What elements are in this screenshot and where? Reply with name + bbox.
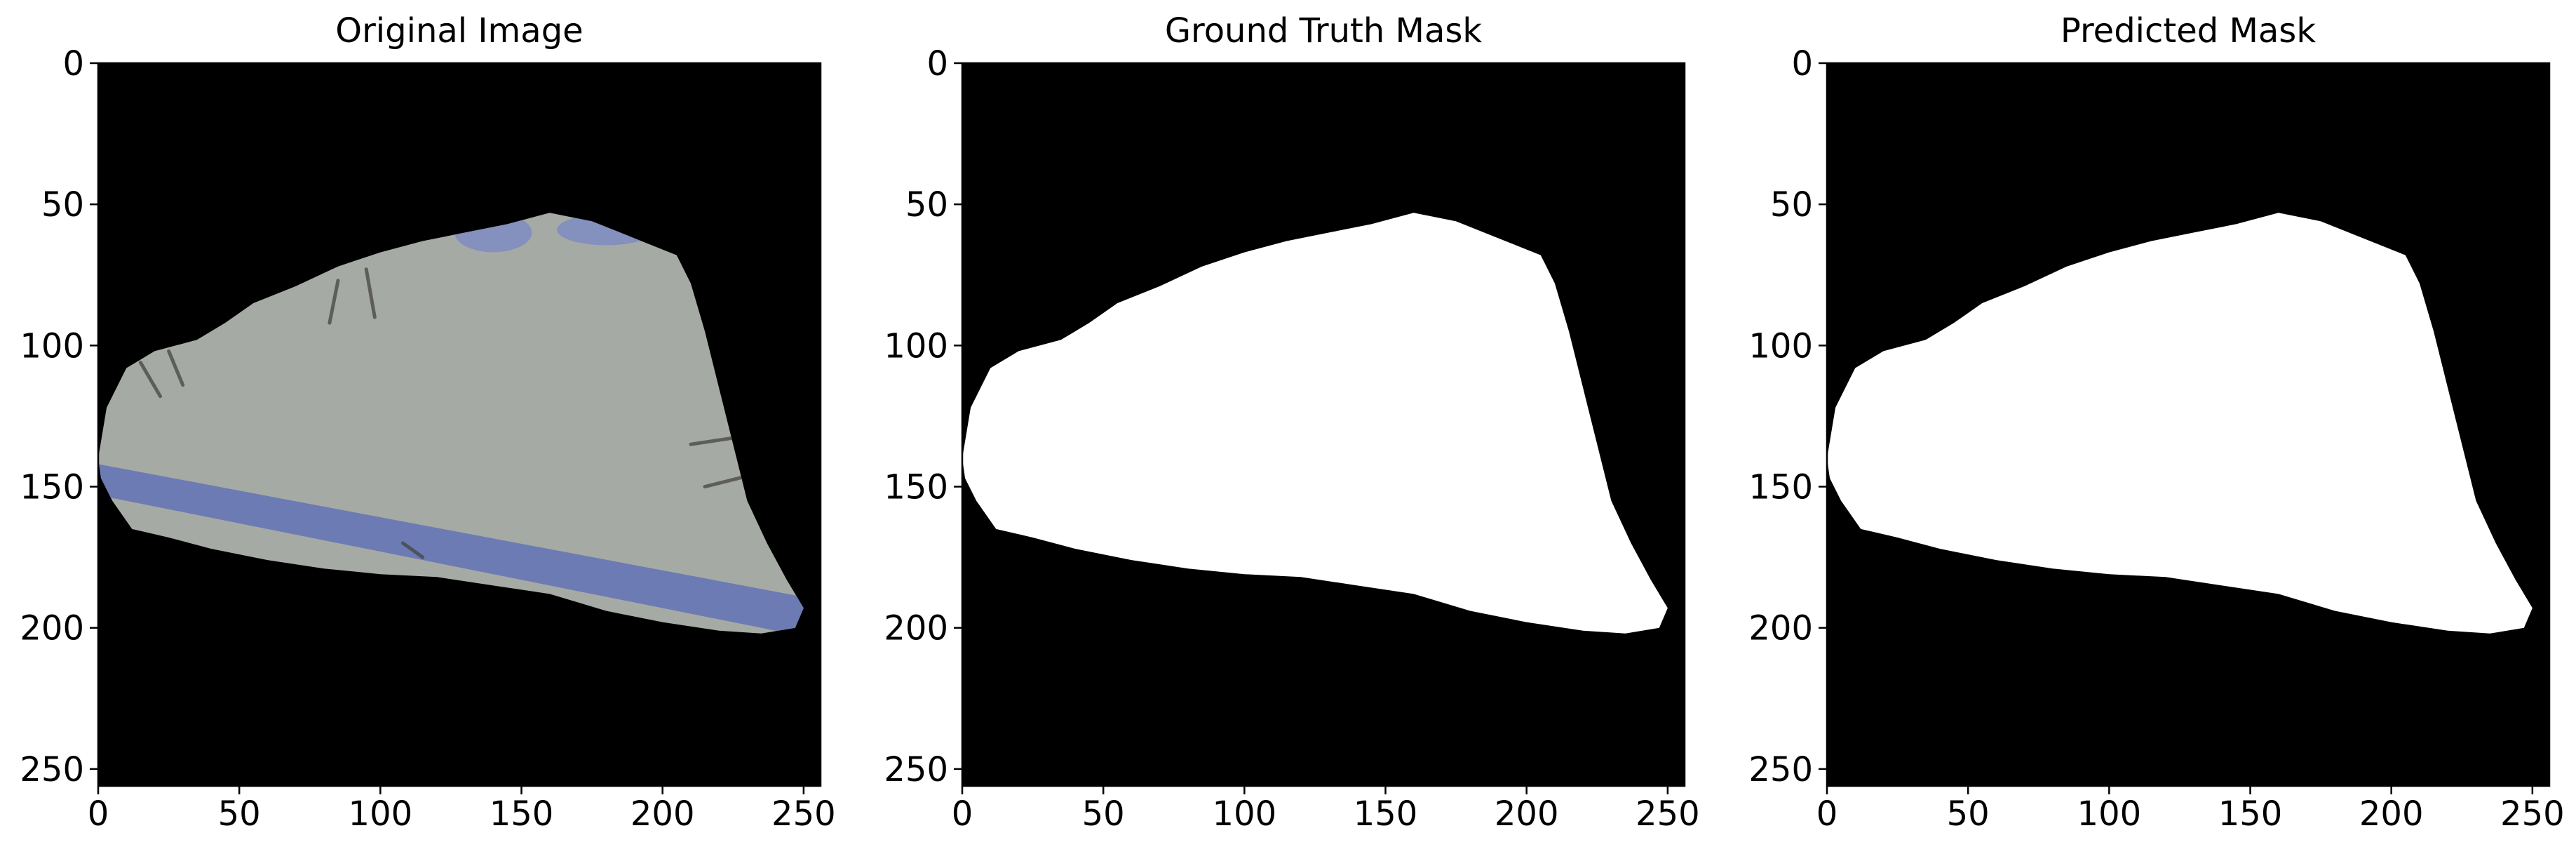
panel-3-xtick-label-50: 50 <box>1947 794 1990 834</box>
panel-1-ytick-label-100: 100 <box>20 326 84 366</box>
panel-3-axes-frame <box>1826 62 2551 787</box>
panel-2-ytick-label-150: 150 <box>884 468 948 507</box>
panel-2-xtick-label-200: 200 <box>1495 794 1559 834</box>
scratch-mark-3 <box>138 360 163 399</box>
scratch-mark-4 <box>167 349 185 387</box>
panel-1-xtick-label-200: 200 <box>630 794 695 834</box>
panel-3-xtick-label-200: 200 <box>2359 794 2424 834</box>
panel-1-xtick-label-0: 0 <box>88 794 109 834</box>
panel-3-xtick-label-100: 100 <box>2077 794 2142 834</box>
panel-2-xtick-label-0: 0 <box>952 794 973 834</box>
panel-3-xtick-label-150: 150 <box>2218 794 2283 834</box>
panel-3-ytick-label-50: 50 <box>1770 185 1813 225</box>
panel-3-ytick-label-250: 250 <box>1748 750 1813 789</box>
panel-1-xtick-label-250: 250 <box>771 794 836 834</box>
panel-1-xtick-label-150: 150 <box>490 794 554 834</box>
panel-2-axes-frame <box>961 62 1686 787</box>
panel-1-ytick-label-200: 200 <box>20 609 84 648</box>
panel-3-title: Predicted Mask <box>2061 11 2316 51</box>
panel-1-ytick-label-150: 150 <box>20 468 84 507</box>
panel-1-ytick-label-50: 50 <box>41 185 84 225</box>
panel-2-title: Ground Truth Mask <box>1165 11 1483 51</box>
panel-1-title: Original Image <box>335 11 583 51</box>
panel-2-ytick-label-250: 250 <box>884 750 948 789</box>
scratch-mark-2 <box>364 267 377 319</box>
panel-2-xtick-label-250: 250 <box>1636 794 1700 834</box>
panel-2-ytick-label-0: 0 <box>926 44 948 84</box>
panel-3-xtick-label-250: 250 <box>2500 794 2565 834</box>
panel-2-ytick-label-50: 50 <box>905 185 948 225</box>
panel-2-xtick-label-100: 100 <box>1213 794 1277 834</box>
panel-3-ytick-label-200: 200 <box>1748 609 1813 648</box>
blue-stripe <box>98 464 804 634</box>
scratch-mark-7 <box>401 541 425 559</box>
panel-1-ytick-label-250: 250 <box>20 750 84 789</box>
scratch-mark-1 <box>328 279 340 325</box>
panel-2-xtick-label-50: 50 <box>1082 794 1125 834</box>
panel-3-mask-region <box>1827 213 2533 634</box>
panel-3-xtick-label-0: 0 <box>1816 794 1838 834</box>
panel-3-ytick-label-100: 100 <box>1748 326 1813 366</box>
panel-3-ytick-label-0: 0 <box>1791 44 1813 84</box>
panel-2-ytick-label-100: 100 <box>884 326 948 366</box>
panel-1-ytick-label-0: 0 <box>62 44 84 84</box>
panel-3-ytick-label-150: 150 <box>1748 468 1813 507</box>
panel-2-xtick-label-150: 150 <box>1354 794 1418 834</box>
panel-2-mask-region <box>962 213 1668 634</box>
panel-1-xtick-label-50: 50 <box>218 794 261 834</box>
panel-2-ytick-label-200: 200 <box>884 609 948 648</box>
panel-1-axes-frame <box>97 62 822 787</box>
panel-1-xtick-label-100: 100 <box>349 794 413 834</box>
